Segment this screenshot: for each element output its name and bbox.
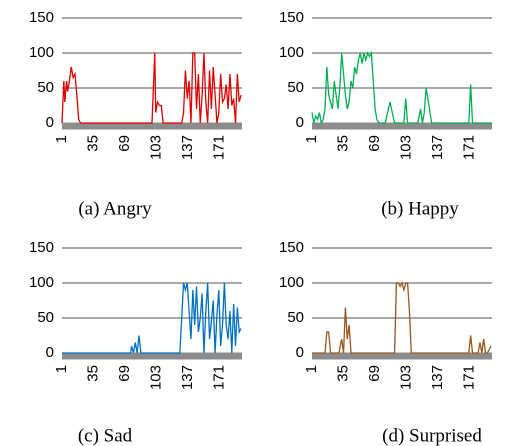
y-tick-label: 150 bbox=[29, 9, 54, 26]
x-tick-label: 103 bbox=[148, 135, 165, 160]
x-tick-label: 35 bbox=[85, 365, 102, 382]
y-tick-label: 0 bbox=[46, 114, 54, 131]
x-tick-label: 69 bbox=[366, 135, 383, 152]
data-line bbox=[311, 50, 492, 125]
x-tick-label: 103 bbox=[148, 365, 165, 390]
y-tick-label: 0 bbox=[296, 344, 304, 361]
y-tick-label: 150 bbox=[279, 239, 304, 256]
x-tick-label: 1 bbox=[53, 135, 70, 143]
y-tick-label: 150 bbox=[29, 239, 54, 256]
y-tick-label: 100 bbox=[29, 274, 54, 291]
x-tick-label: 1 bbox=[303, 365, 320, 373]
x-tick-label: 69 bbox=[116, 135, 133, 152]
caption: (a) Angry bbox=[78, 198, 152, 219]
x-tick-label: 171 bbox=[461, 135, 478, 160]
panel: 0 50 100 150 1 35 69 103 137 171 (a) Angry bbox=[29, 9, 242, 219]
y-tick-label: 100 bbox=[279, 274, 304, 291]
y-tick-label: 100 bbox=[279, 44, 304, 61]
data-line bbox=[62, 282, 242, 354]
x-tick-label: 137 bbox=[179, 135, 196, 160]
y-tick-label: 150 bbox=[279, 9, 304, 26]
panel: 0 50 100 150 1 35 69 103 137 171 (d) Surprised bbox=[279, 239, 492, 446]
x-tick-label: 69 bbox=[366, 365, 383, 382]
x-tick-label: 1 bbox=[53, 365, 70, 373]
x-tick-label: 137 bbox=[179, 365, 196, 390]
y-tick-label: 50 bbox=[287, 309, 304, 326]
x-tick-label: 103 bbox=[398, 365, 415, 390]
x-tick-label: 1 bbox=[303, 135, 320, 143]
caption: (d) Surprised bbox=[382, 425, 482, 446]
data-line bbox=[61, 52, 242, 124]
x-tick-label: 171 bbox=[211, 365, 228, 390]
y-tick-label: 50 bbox=[287, 79, 304, 96]
caption: (c) Sad bbox=[78, 425, 133, 446]
caption: (b) Happy bbox=[381, 198, 459, 219]
y-tick-label: 0 bbox=[46, 344, 54, 361]
x-tick-label: 137 bbox=[429, 135, 446, 160]
x-tick-label: 103 bbox=[398, 135, 415, 160]
y-tick-label: 50 bbox=[37, 79, 54, 96]
y-tick-label: 100 bbox=[29, 44, 54, 61]
x-tick-label: 35 bbox=[85, 135, 102, 152]
x-tick-label: 35 bbox=[335, 365, 352, 382]
y-tick-label: 50 bbox=[37, 309, 54, 326]
x-tick-label: 137 bbox=[429, 365, 446, 390]
panel: 0 50 100 150 1 35 69 103 137 171 (c) Sad bbox=[29, 239, 242, 446]
x-tick-label: 35 bbox=[335, 135, 352, 152]
x-tick-label: 69 bbox=[116, 365, 133, 382]
x-tick-label: 171 bbox=[211, 135, 228, 160]
x-tick-label: 171 bbox=[461, 365, 478, 390]
data-line bbox=[312, 281, 492, 354]
y-tick-label: 0 bbox=[296, 114, 304, 131]
panel: 0 50 100 150 1 35 69 103 137 171 (b) Happy bbox=[279, 9, 492, 219]
